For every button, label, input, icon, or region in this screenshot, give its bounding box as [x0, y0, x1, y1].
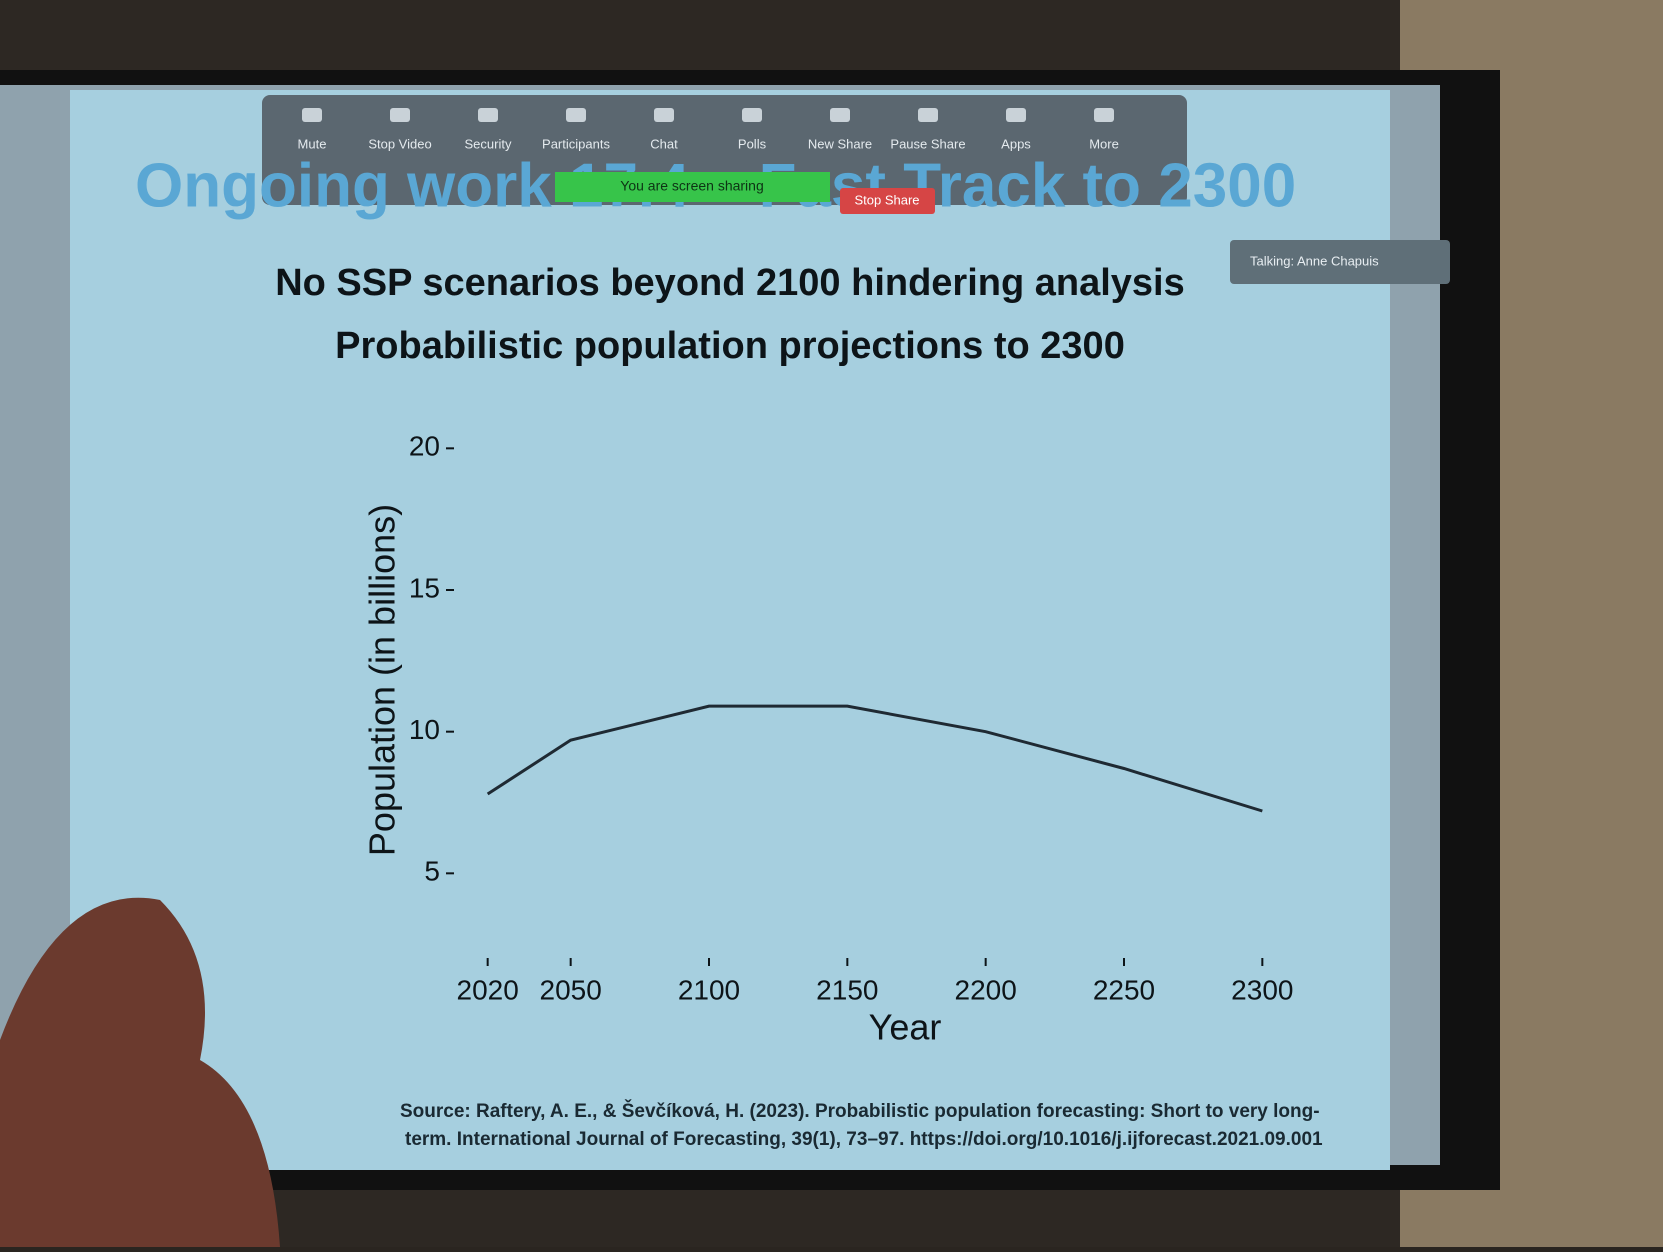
- toolbar-button[interactable]: New Share: [808, 136, 872, 151]
- talking-label: Talking: Anne Chapuis: [1250, 253, 1379, 268]
- toolbar-icon[interactable]: [390, 108, 410, 122]
- toolbar-icon[interactable]: [830, 108, 850, 122]
- sharing-text[interactable]: You are screen sharing: [620, 178, 763, 194]
- toolbar-icon[interactable]: [478, 108, 498, 122]
- talking-box: [1230, 240, 1450, 284]
- toolbar-button[interactable]: Apps: [1001, 136, 1031, 151]
- toolbar-button[interactable]: Participants: [542, 136, 610, 151]
- subtitle: Probabilistic population projections to …: [335, 325, 1125, 367]
- source: Source: Raftery, A. E., & Ševčíková, H. …: [400, 1100, 1320, 1122]
- y-tick-label: 20: [409, 431, 440, 462]
- y-axis-label: Population (in billions): [362, 504, 403, 856]
- source: term. International Journal of Forecasti…: [405, 1129, 1323, 1150]
- stop-share-button[interactable]: [840, 188, 935, 214]
- stop-share-text[interactable]: Stop Share: [854, 192, 919, 207]
- x-tick-label: 2150: [816, 974, 878, 1005]
- line: [486, 704, 1263, 813]
- toolbar-icon[interactable]: [742, 108, 762, 122]
- toolbar-icon[interactable]: [654, 108, 674, 122]
- sharing-banner: [555, 172, 830, 202]
- y-tick-label: 5: [424, 856, 440, 887]
- toolbar-button[interactable]: Mute: [298, 136, 327, 151]
- toolbar-button[interactable]: Pause Share: [890, 136, 965, 151]
- x-axis-label: Year: [869, 1007, 942, 1048]
- toolbar-icon[interactable]: [918, 108, 938, 122]
- toolbar-icon[interactable]: [1006, 108, 1026, 122]
- x-tick-label: 2050: [540, 974, 602, 1005]
- toolbar-button[interactable]: Stop Video: [368, 136, 431, 151]
- subtitle: No SSP scenarios beyond 2100 hindering a…: [275, 262, 1185, 304]
- toolbar-button[interactable]: Polls: [738, 136, 767, 151]
- slide: [70, 90, 1390, 1170]
- y-tick-label: 15: [409, 572, 440, 603]
- x-tick-label: 2020: [457, 974, 519, 1005]
- x-tick-label: 2300: [1231, 974, 1293, 1005]
- toolbar-button[interactable]: Chat: [650, 136, 678, 151]
- toolbar-button[interactable]: Security: [465, 136, 512, 151]
- toolbar-button[interactable]: More: [1089, 136, 1119, 151]
- x-tick-label: 2250: [1093, 974, 1155, 1005]
- spectator: [0, 897, 280, 1247]
- x-tick-label: 2100: [678, 974, 740, 1005]
- zoom-toolbar: [262, 95, 1187, 205]
- toolbar-icon[interactable]: [302, 108, 322, 122]
- toolbar-icon[interactable]: [566, 108, 586, 122]
- y-tick-label: 10: [409, 714, 440, 745]
- toolbar-icon[interactable]: [1094, 108, 1114, 122]
- x-tick-label: 2200: [955, 974, 1017, 1005]
